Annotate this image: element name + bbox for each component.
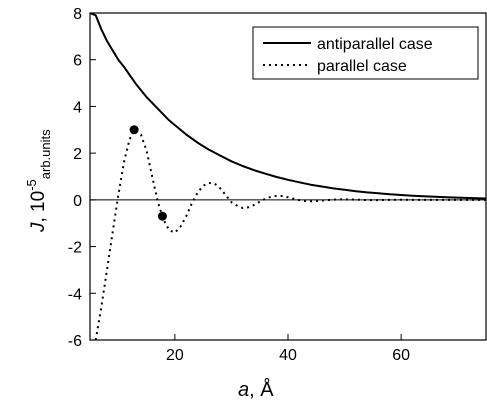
y-axis-exp: -5 <box>24 179 39 191</box>
data-marker-1 <box>129 125 139 135</box>
series-line-parallel <box>94 128 486 340</box>
y-tick-label: 8 <box>73 6 82 23</box>
y-axis-var: J <box>28 222 49 233</box>
y-axis-title: J, 10-5arb.units <box>24 129 53 233</box>
x-tick-label: 40 <box>279 347 297 364</box>
y-tick-label: -2 <box>68 240 82 257</box>
x-ticks: 20 40 60 <box>166 334 410 364</box>
y-ticks: -6 -4 -2 0 2 4 6 8 <box>68 6 96 350</box>
y-tick-label: 0 <box>73 193 82 210</box>
y-tick-label: 2 <box>73 146 82 163</box>
x-tick-label: 20 <box>166 347 184 364</box>
legend: antiparallel case parallel case <box>252 26 479 80</box>
y-tick-label: 4 <box>73 99 82 116</box>
series-line-antiparallel <box>90 13 486 200</box>
x-tick-label: 60 <box>392 347 410 364</box>
legend-label-parallel: parallel case <box>317 58 407 75</box>
marker-layer <box>129 125 167 221</box>
y-tick-label: -4 <box>68 286 82 303</box>
x-axis-sep: , <box>249 379 260 400</box>
y-axis-sep: , 10 <box>28 191 49 223</box>
x-axis-title: a, Å <box>238 378 274 400</box>
y-tick-label: -6 <box>68 333 82 350</box>
legend-label-antiparallel: antiparallel case <box>317 36 433 53</box>
x-axis-unit: Å <box>260 378 274 400</box>
x-axis-var: a <box>238 379 249 400</box>
data-marker-2 <box>157 211 167 221</box>
series-layer <box>90 13 486 340</box>
plot-area: 20 40 60 -6 -4 -2 0 2 4 6 8 <box>68 6 487 364</box>
y-axis-unit: arb.units <box>38 129 53 179</box>
y-tick-label: 6 <box>73 53 82 70</box>
legend-box <box>252 26 479 80</box>
